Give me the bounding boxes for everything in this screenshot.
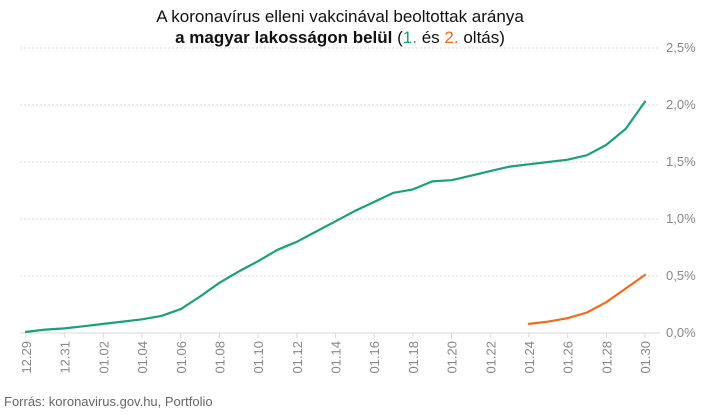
y-tick-label: 0,5% [666,268,696,283]
title-paren-open: ( [397,28,403,47]
y-axis-ticks: 0,0% 0,5% 1,0% 1,5% 2,0% 2,5% [666,40,696,340]
chart-title-line1: A koronavírus elleni vakcinával beoltott… [156,7,524,26]
x-tick-label: 01.14 [329,341,344,374]
x-tick-label: 01.08 [212,341,227,374]
x-tick-label: 01.04 [135,341,150,374]
source-note: Forrás: koronavirus.gov.hu, Portfolio [4,394,213,409]
x-tick-label: 01.12 [290,341,305,374]
y-tick-label: 0,0% [666,325,696,340]
x-tick-label: 01.10 [251,341,266,374]
title-main: a magyar lakosságon belül [175,28,393,47]
series-lines [24,100,647,333]
x-tick-label: 12.29 [19,341,34,374]
y-tick-label: 2,5% [666,40,696,55]
y-tick-label: 1,0% [666,211,696,226]
x-tick-label: 01.28 [599,341,614,374]
x-tick-label: 01.20 [445,341,460,374]
x-tick-label: 01.02 [96,341,111,374]
title-second-dose: 2. [444,28,459,47]
x-tick-label: 01.24 [522,341,537,374]
y-tick-label: 1,5% [666,154,696,169]
x-tick-label: 01.30 [638,341,653,374]
title-and: és [421,28,440,47]
x-axis-ticks: 12.29 12.31 01.02 01.04 01.06 01.08 01.10 01.12… [19,333,653,374]
chart-title-line2: a magyar lakosságon belül (1. és 2. oltá… [0,27,680,49]
title-end: oltás) [463,28,505,47]
x-tick-label: 12.31 [58,341,73,374]
x-tick-label: 01.26 [561,341,576,374]
x-tick-label: 01.06 [174,341,189,374]
series-first-dose-line [24,100,647,333]
title-first-dose: 1. [402,28,417,47]
y-tick-label: 2,0% [666,97,696,112]
x-tick-label: 01.22 [483,341,498,374]
x-tick-label: 01.16 [367,341,382,374]
x-tick-label: 01.18 [406,341,421,374]
series-second-dose-line [527,273,647,325]
grid-lines [20,47,660,334]
